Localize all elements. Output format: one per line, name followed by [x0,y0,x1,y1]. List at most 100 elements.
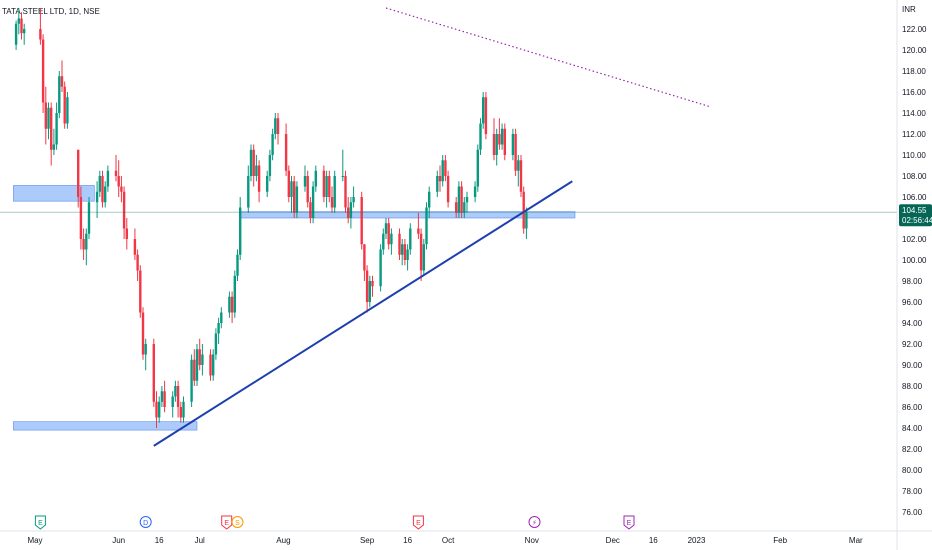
candle [98,170,101,197]
candle-body [384,223,388,234]
candle [44,86,47,145]
candle [444,155,447,182]
candle-body [63,86,66,124]
candle-body [500,128,504,145]
price-tick-label: 94.00 [902,319,923,328]
price-tick-label: 88.00 [902,382,923,391]
candle [352,186,355,208]
event-badge [231,516,244,528]
price-tick-label: 78.00 [902,487,923,496]
candle [293,176,296,218]
candle-body [125,228,128,239]
time-tick-label: May [27,536,42,545]
candle-body [519,160,523,192]
candle [382,228,385,255]
price-tick-label: 100.00 [902,256,927,265]
candle-body [428,191,431,208]
candle [152,338,155,407]
candle [333,170,336,213]
candle-body [419,233,423,271]
candle-body [122,191,126,229]
candle-body [114,170,118,176]
candle [498,118,501,150]
candle-body [236,254,239,276]
time-tick-label: 16 [403,536,412,545]
candle-body [255,165,258,176]
candle [446,170,450,208]
candle [214,328,218,360]
candle-body [322,170,326,197]
candle-body [247,176,250,208]
candle [428,186,431,218]
candle-body [104,186,107,203]
candle-body [287,170,290,197]
candle [517,155,520,187]
candle-body [190,359,193,402]
candle-body [257,165,261,192]
candle [274,113,277,140]
candle [163,380,166,413]
event-label: ⚡ [532,519,537,527]
candle [344,170,347,213]
time-tick-label: 16 [155,536,164,545]
candle [212,349,215,381]
candle-body [176,386,180,407]
candle [20,12,23,40]
candle [198,338,201,371]
candle [284,123,288,176]
candle [209,349,212,381]
price-tick-label: 120.00 [902,46,927,55]
price-tick-label: 102.00 [902,235,927,244]
candle-body [457,186,461,213]
candle [368,275,371,308]
candle-body [174,386,177,397]
candle-body [133,239,137,255]
candle-body [328,176,331,197]
candle-body [398,233,401,255]
candle-body [293,181,296,213]
time-tick-label: Jul [195,536,205,545]
candle-body [85,233,88,250]
candle [473,181,477,203]
candle [463,197,466,218]
candle-body [422,244,425,271]
candle-body [201,354,204,365]
candle-body [193,359,196,381]
price-tick-label: 116.00 [902,88,926,97]
candle-body [58,76,61,113]
price-axis[interactable]: 122.00 120.00 118.00 116.00 114.00 112.00 110.… [896,0,927,550]
candle-body [155,401,158,418]
candle-body [217,323,220,334]
candle [117,160,120,197]
candle [136,249,139,281]
candle-body [268,155,272,176]
candle [371,275,374,297]
candle-body [117,176,120,187]
candle [398,228,401,260]
candle-body [209,354,212,376]
price-tick-label: 96.00 [902,298,923,307]
candle [341,149,344,182]
candle-body [158,401,161,418]
candle [155,391,158,428]
candle [425,202,428,250]
candle [114,155,118,182]
candle [303,165,307,192]
candle [233,270,236,318]
candle [500,123,504,150]
candle-body [479,123,482,150]
last-price-countdown: 02:56:44 [902,216,932,225]
candle [201,344,204,376]
candle [417,212,420,239]
candle-body [82,239,85,250]
time-axis[interactable]: May Jun 16 Jul Aug Sep 16 Oct Nov Dec 16 2023 Feb Mar [0,530,932,545]
candle [287,165,290,203]
event-label: E [627,520,632,527]
candle [249,144,253,182]
candle-body [360,197,363,245]
candle [52,128,56,155]
candle [79,186,83,250]
support-zone-bottom [13,421,198,431]
candle [419,228,423,281]
